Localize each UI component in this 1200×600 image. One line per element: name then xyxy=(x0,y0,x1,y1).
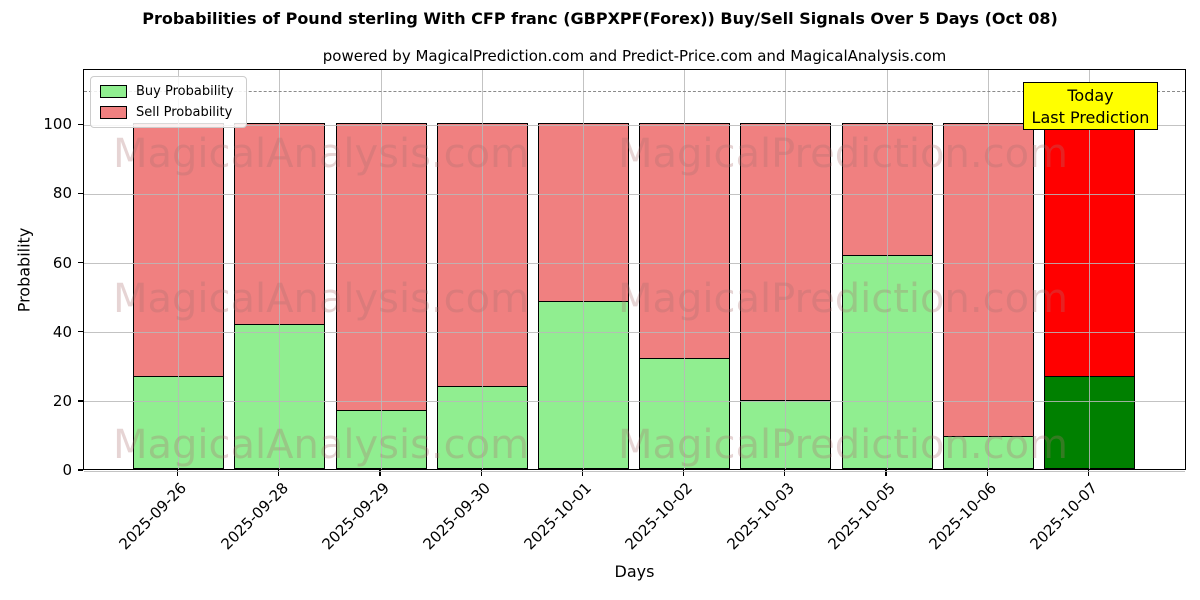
y-axis-title: Probability xyxy=(14,227,34,313)
buy-swatch xyxy=(100,85,127,98)
x-tick-mark xyxy=(1087,470,1090,476)
legend-label-sell: Sell Probability xyxy=(136,105,233,120)
v-gridline xyxy=(279,70,281,469)
y-tick-label: 20 xyxy=(52,391,72,410)
annotation-line-1: Today xyxy=(1067,86,1114,105)
y-tick-mark xyxy=(78,261,83,264)
x-tick-label: 2025-09-28 xyxy=(217,479,292,554)
y-tick-label: 80 xyxy=(52,184,72,203)
v-gridline xyxy=(886,70,888,469)
y-tick-mark xyxy=(78,331,83,333)
x-tick-mark xyxy=(480,470,482,476)
legend: Buy Probability Sell Probability xyxy=(90,76,247,128)
h-gridline xyxy=(84,193,1185,195)
x-tick-label: 2025-10-06 xyxy=(925,479,1000,554)
watermark-text: MagicalAnalysis.com xyxy=(112,422,530,468)
y-tick-label: 60 xyxy=(52,253,72,272)
v-gridline xyxy=(582,70,584,469)
v-gridline xyxy=(481,70,483,469)
x-tick-label: 2025-09-30 xyxy=(419,479,494,554)
h-gridline xyxy=(84,401,1185,403)
x-tick-label: 2025-10-05 xyxy=(824,479,899,554)
x-tick-mark xyxy=(986,470,988,476)
v-gridline xyxy=(1088,70,1090,469)
legend-item-sell: Sell Probability xyxy=(100,105,234,120)
v-gridline xyxy=(178,70,180,469)
x-axis-title: Days xyxy=(614,562,655,581)
x-tick-mark xyxy=(885,470,887,476)
x-tick-mark xyxy=(682,470,685,476)
legend-label-buy: Buy Probability xyxy=(136,84,234,99)
v-gridline xyxy=(380,70,382,469)
y-tick-label: 0 xyxy=(62,461,72,479)
x-tick-mark xyxy=(784,470,786,476)
x-tick-label: 2025-10-02 xyxy=(621,479,697,554)
threshold-dashed-line xyxy=(84,90,1185,92)
x-tick-mark xyxy=(278,470,280,476)
watermark-text: MagicalAnalysis.com xyxy=(112,131,530,177)
chart-subtitle: powered by MagicalPrediction.com and Pre… xyxy=(322,47,947,65)
legend-item-buy: Buy Probability xyxy=(100,84,234,99)
h-gridline xyxy=(84,470,1185,472)
h-gridline xyxy=(84,332,1185,334)
x-tick-label: 2025-09-26 xyxy=(115,479,191,554)
y-tick-mark xyxy=(78,400,83,402)
watermark-text: MagicalPrediction.com xyxy=(618,131,1068,177)
x-tick-label: 2025-09-29 xyxy=(318,479,393,554)
watermark-text: MagicalPrediction.com xyxy=(618,276,1068,322)
y-tick-label: 100 xyxy=(43,115,72,134)
chart-title: Probabilities of Pound sterling With CFP… xyxy=(142,9,1058,28)
watermark-text: MagicalPrediction.com xyxy=(618,422,1068,468)
x-tick-label: 2025-10-07 xyxy=(1026,479,1102,554)
sell-swatch xyxy=(100,106,127,119)
x-tick-mark xyxy=(379,470,381,476)
today-last-prediction-annotation: Today Last Prediction xyxy=(1023,82,1158,130)
v-gridline xyxy=(987,70,989,469)
v-gridline xyxy=(684,70,686,469)
annotation-line-2: Last Prediction xyxy=(1031,108,1150,127)
watermark-text: MagicalAnalysis.com xyxy=(112,276,530,322)
y-tick-mark xyxy=(78,192,83,195)
y-tick-mark xyxy=(78,469,83,471)
y-tick-label: 40 xyxy=(52,322,72,341)
x-tick-label: 2025-10-01 xyxy=(520,479,596,554)
y-tick-mark xyxy=(78,123,83,125)
x-tick-mark xyxy=(581,470,584,476)
plot-area: MagicalAnalysis.com MagicalPrediction.com… xyxy=(83,69,1186,472)
x-tick-label: 2025-10-03 xyxy=(723,479,798,554)
h-gridline xyxy=(84,124,1185,126)
x-tick-mark xyxy=(176,470,179,476)
v-gridline xyxy=(785,70,787,469)
h-gridline xyxy=(84,263,1185,265)
